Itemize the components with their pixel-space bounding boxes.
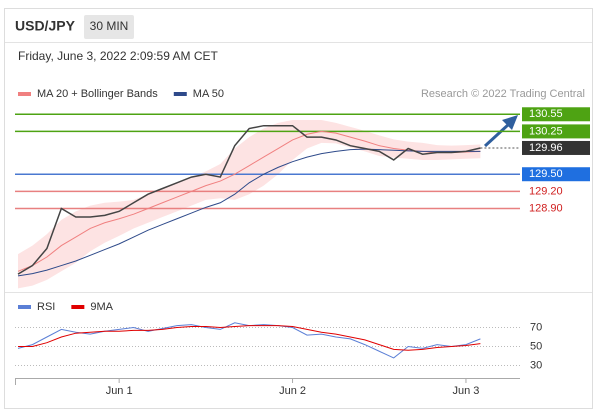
legend-label: 9MA [90, 301, 113, 313]
legend-swatch [18, 305, 31, 309]
level-label-box [522, 107, 590, 122]
level-label: 130.25 [529, 125, 563, 137]
x-tick-label: Jun 1 [106, 385, 133, 397]
forecast-arrow [483, 122, 511, 148]
legend-label: RSI [37, 301, 55, 313]
level-label-box [522, 124, 590, 139]
legend-label: MA 50 [193, 88, 224, 100]
level-label-box [522, 167, 590, 182]
datetime: Friday, June 3, 2022 2:09:59 AM CET [18, 49, 219, 63]
ma-line [17, 130, 481, 272]
y-tick-label: 50 [530, 340, 542, 352]
price-line [17, 124, 481, 275]
indicator-line [18, 325, 481, 351]
legend-label: MA 20 + Bollinger Bands [37, 88, 158, 100]
level-label: 130.55 [529, 108, 563, 120]
x-tick-label: Jun 3 [452, 385, 479, 397]
y-tick-label: 70 [530, 321, 542, 333]
forecast-arrowhead [502, 115, 518, 130]
level-label: 129.20 [529, 185, 563, 197]
source: Research © 2022 Trading Central [421, 88, 585, 100]
level-label: 129.50 [529, 168, 563, 180]
x-tick-label: Jun 2 [279, 385, 306, 397]
legend-swatch [173, 92, 187, 96]
level-label: 128.90 [529, 202, 563, 214]
legend-swatch [71, 305, 85, 309]
interval: 30 MIN [90, 19, 129, 33]
interval-badge [84, 15, 134, 39]
level-label: 129.96 [529, 142, 563, 154]
ma-line [17, 148, 481, 277]
level-label-box [522, 140, 590, 155]
legend-swatch [18, 92, 31, 96]
y-tick-label: 30 [530, 359, 542, 371]
bollinger-band [18, 119, 481, 289]
title: USD/JPY [15, 18, 76, 34]
